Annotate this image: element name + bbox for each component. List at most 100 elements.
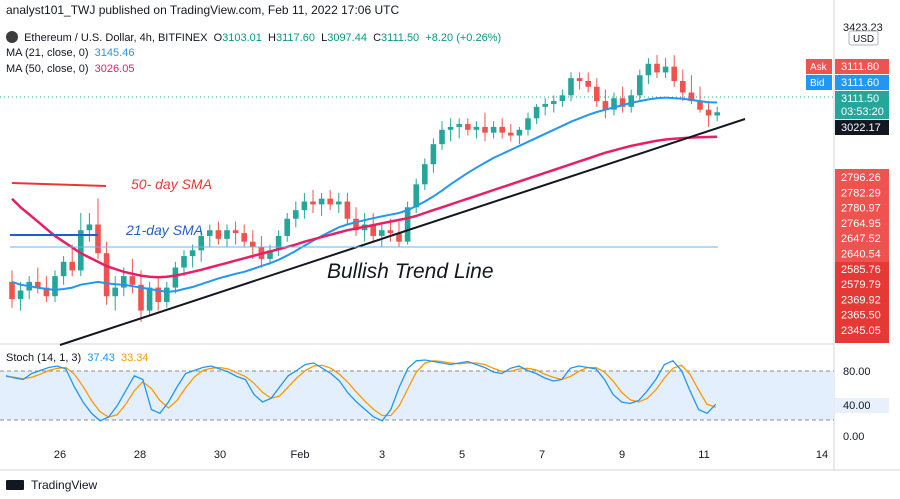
candle-up[interactable] — [559, 95, 566, 102]
candle-down[interactable] — [680, 81, 686, 93]
candle-up[interactable] — [181, 256, 187, 268]
candle-down[interactable] — [465, 124, 471, 130]
candle-up[interactable] — [164, 287, 170, 302]
candle-up[interactable] — [490, 126, 497, 133]
candle-up[interactable] — [207, 230, 213, 236]
candle-up[interactable] — [516, 129, 523, 136]
candle-up[interactable] — [198, 235, 204, 251]
candle-down[interactable] — [35, 281, 41, 288]
stoch-k-line[interactable] — [5, 359, 717, 422]
stoch-d-line[interactable] — [5, 360, 716, 418]
ma50-legend[interactable]: MA (50, close, 0) 3026.05 — [6, 63, 134, 75]
candle-down[interactable] — [594, 86, 600, 102]
published-line: analyst101_TWJ published on TradingView.… — [6, 3, 399, 17]
candle-down[interactable] — [654, 63, 660, 73]
candle-up[interactable] — [525, 118, 531, 130]
price-axis[interactable]: 3423.23 USD Ask 3111.80 Bid 3111.60 3111… — [806, 22, 889, 343]
candle-down[interactable] — [370, 224, 376, 236]
candle-up[interactable] — [86, 224, 93, 231]
candle-up[interactable] — [60, 261, 67, 277]
candle-up[interactable] — [379, 230, 385, 236]
candle-down[interactable] — [688, 92, 695, 102]
candle-up[interactable] — [430, 144, 437, 165]
candle-up[interactable] — [611, 98, 617, 110]
candle-down[interactable] — [697, 101, 703, 110]
last-price: 3111.50 — [841, 93, 879, 105]
candle-down[interactable] — [250, 241, 256, 248]
bullish-trend-line[interactable] — [59, 118, 746, 346]
candle-up[interactable] — [275, 235, 282, 251]
time-axis[interactable]: 26 28 30 Feb 3 5 7 9 11 14 — [54, 449, 828, 461]
candle-up[interactable] — [473, 126, 480, 130]
candle-down[interactable] — [387, 230, 394, 234]
candle-up[interactable] — [404, 207, 411, 242]
candle-up[interactable] — [52, 276, 58, 297]
candle-down[interactable] — [353, 218, 359, 231]
candle-up[interactable] — [78, 230, 84, 271]
candle-up[interactable] — [533, 106, 540, 119]
candle-down[interactable] — [499, 126, 505, 133]
candle-down[interactable] — [619, 98, 626, 107]
candle-up[interactable] — [301, 201, 308, 211]
candle-up[interactable] — [336, 201, 342, 205]
candle-up[interactable] — [568, 78, 574, 96]
candle-up[interactable] — [112, 287, 118, 297]
ma50-line[interactable] — [11, 135, 718, 279]
candle-down[interactable] — [69, 261, 75, 271]
candle-up[interactable] — [645, 63, 652, 76]
tradingview-footer[interactable]: TradingView — [6, 478, 97, 492]
candle-down[interactable] — [576, 78, 583, 81]
symbol-title[interactable]: Ethereum / U.S. Dollar, 4h, BITFINEX — [24, 32, 208, 44]
candle-up[interactable] — [447, 126, 454, 130]
candle-down[interactable] — [95, 224, 101, 254]
candle-up[interactable] — [714, 112, 720, 116]
ma21-line[interactable] — [11, 96, 718, 293]
candle-down[interactable] — [155, 287, 161, 302]
candle-down[interactable] — [396, 233, 402, 242]
candle-down[interactable] — [138, 284, 144, 311]
ma21-legend[interactable]: MA (21, close, 0) 3145.46 — [6, 47, 134, 59]
candle-up[interactable] — [637, 75, 643, 96]
ask-price-tag — [835, 59, 889, 74]
candle-down[interactable] — [241, 233, 247, 242]
candle-up[interactable] — [542, 103, 548, 107]
candle-up[interactable] — [293, 210, 299, 219]
candle-down[interactable] — [602, 101, 609, 110]
stoch-legend[interactable]: Stoch (14, 1, 3) 37.43 33.34 — [6, 352, 149, 364]
candle-down[interactable] — [585, 81, 591, 87]
candle-up[interactable] — [267, 250, 273, 259]
candle-up[interactable] — [456, 124, 462, 127]
currency-box[interactable] — [848, 30, 879, 46]
candle-down[interactable] — [327, 198, 333, 205]
candle-down[interactable] — [482, 126, 488, 133]
candle-up[interactable] — [224, 230, 230, 239]
stoch-axis[interactable]: 80.00 40.00 0.00 — [835, 366, 889, 443]
candle-down[interactable] — [215, 230, 222, 239]
candle-up[interactable] — [422, 164, 428, 185]
candle-down[interactable] — [9, 281, 15, 300]
candle-up[interactable] — [172, 267, 179, 288]
candle-down[interactable] — [129, 276, 136, 285]
candle-up[interactable] — [628, 95, 634, 107]
candle-up[interactable] — [146, 287, 153, 311]
candle-up[interactable] — [662, 66, 669, 73]
candle-up[interactable] — [189, 250, 196, 257]
candle-down[interactable] — [508, 132, 514, 136]
sma50-annotation-line[interactable] — [11, 182, 107, 187]
candle-up[interactable] — [284, 218, 290, 236]
candle-down[interactable] — [103, 253, 110, 297]
candle-up[interactable] — [121, 276, 127, 288]
candle-up[interactable] — [17, 290, 24, 300]
candle-up[interactable] — [439, 129, 445, 145]
candle-down[interactable] — [705, 109, 712, 116]
candle-up[interactable] — [551, 101, 557, 104]
candle-down[interactable] — [310, 201, 316, 205]
ask-tag — [806, 59, 832, 74]
candle-up[interactable] — [318, 198, 325, 205]
candle-up[interactable] — [413, 184, 419, 208]
candle-down[interactable] — [344, 201, 351, 219]
candle-down[interactable] — [43, 287, 50, 297]
candle-down[interactable] — [232, 230, 239, 234]
candle-down[interactable] — [671, 66, 677, 81]
